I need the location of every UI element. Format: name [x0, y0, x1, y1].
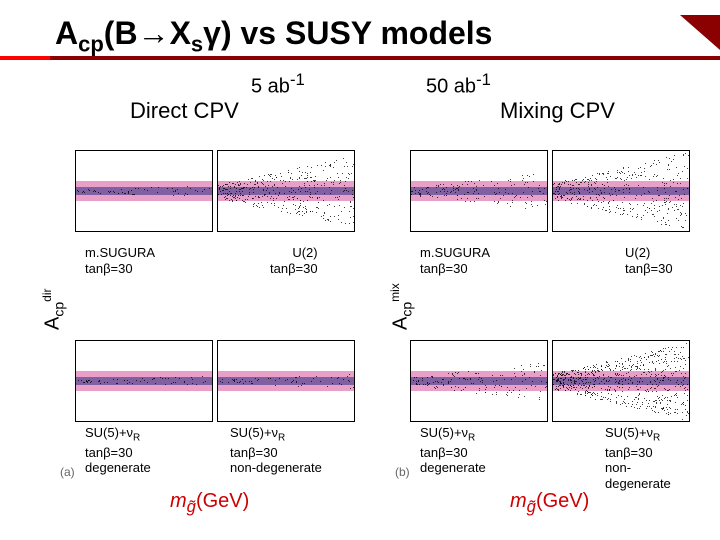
label-su5b-sub: R — [278, 433, 285, 444]
label-nondeg: non-degenerate — [230, 460, 322, 475]
luminosity-right: 50 ab-1 — [420, 68, 497, 101]
label-r-su5b: SU(5)+ν — [605, 425, 653, 440]
luminosity-left: 5 ab-1 — [245, 68, 311, 101]
subpanel-left-bl — [75, 340, 213, 422]
subpanel-right-br — [552, 340, 690, 422]
label-r-u2-tanb: tanβ=30 — [625, 261, 673, 276]
label-r-msugura: m.SUGURA — [420, 245, 490, 260]
label-su5-text: SU(5)+ν — [85, 425, 133, 440]
lumi-left-sup: -1 — [290, 70, 305, 89]
label-msugura-text: m.SUGURA — [85, 245, 155, 260]
ylabel-left: Acpdir — [40, 289, 67, 330]
label-left-u2: U(2) tanβ=30 — [270, 245, 318, 276]
subpanel-right-bl — [410, 340, 548, 422]
lumi-right-sup: -1 — [476, 70, 491, 89]
subpanel-left-tr — [217, 150, 355, 232]
xlabel-r-sub: g̃ — [527, 497, 536, 516]
xlabel-l-sym: m — [170, 490, 187, 512]
label-r-su5b-sub: R — [653, 433, 660, 444]
label-su5-tanb: tanβ=30 — [85, 445, 133, 460]
panel-group-left: m.SUGURA tanβ=30 U(2) tanβ=30 SU(5)+νR t… — [75, 150, 355, 440]
ylabel-left-sup: dir — [40, 289, 54, 302]
title-mid: (B→X — [104, 15, 191, 51]
label-right-msugura: m.SUGURA tanβ=30 — [420, 245, 490, 276]
label-deg: degenerate — [85, 460, 151, 475]
label-r-su5b-tanb: tanβ=30 — [605, 445, 653, 460]
label-right-su5-nondeg: SU(5)+νR tanβ=30 non-degenerate — [605, 425, 690, 491]
label-r-u2: U(2) — [625, 245, 650, 260]
ylabel-left-a: A — [42, 317, 64, 330]
label-r-tanb: tanβ=30 — [420, 261, 468, 276]
page-title: Acp(B→Xsγ) vs SUSY models — [55, 15, 492, 57]
xlabel-r-unit: (GeV) — [536, 490, 589, 512]
label-left-su5-deg: SU(5)+νR tanβ=30 degenerate — [85, 425, 151, 476]
label-r-su5-sub: R — [468, 433, 475, 444]
title-corner-decoration — [680, 15, 720, 50]
subpanel-right-tl — [410, 150, 548, 232]
title-cp: cp — [78, 31, 104, 56]
xlabel-r-sym: m — [510, 490, 527, 512]
label-su5b-tanb: tanβ=30 — [230, 445, 278, 460]
label-right-su5-deg: SU(5)+νR tanβ=30 degenerate — [420, 425, 486, 476]
label-su5b-text: SU(5)+ν — [230, 425, 278, 440]
label-r-su5-tanb: tanβ=30 — [420, 445, 468, 460]
label-right-u2: U(2) tanβ=30 — [625, 245, 673, 276]
ylabel-right-sup: mix — [388, 283, 402, 302]
label-u2-tanb: tanβ=30 — [270, 261, 318, 276]
title-a: A — [55, 15, 78, 51]
label-left-su5-nondeg: SU(5)+νR tanβ=30 non-degenerate — [230, 425, 322, 476]
label-left-msugura: m.SUGURA tanβ=30 — [85, 245, 155, 276]
xlabel-right: mg̃(GeV) — [510, 490, 589, 517]
label-su5-sub: R — [133, 433, 140, 444]
title-end: γ) vs SUSY models — [203, 15, 492, 51]
ylabel-left-sub: cp — [51, 302, 67, 317]
label-r-nondeg: non-degenerate — [605, 460, 671, 491]
subplot-tag-b: (b) — [395, 465, 410, 479]
lumi-left-val: 5 ab — [251, 76, 290, 98]
xlabel-l-unit: (GeV) — [196, 490, 249, 512]
lumi-right-val: 50 ab — [426, 76, 476, 98]
section-mixing: Mixing CPV — [500, 98, 615, 124]
label-u2-text: U(2) — [292, 245, 317, 260]
label-r-su5: SU(5)+ν — [420, 425, 468, 440]
section-direct: Direct CPV — [130, 98, 239, 124]
xlabel-left: mg̃(GeV) — [170, 490, 249, 517]
subpanel-right-tr — [552, 150, 690, 232]
xlabel-l-sub: g̃ — [187, 497, 196, 516]
panel-group-right: m.SUGURA tanβ=30 U(2) tanβ=30 SU(5)+νR t… — [410, 150, 690, 440]
subplot-tag-a: (a) — [60, 465, 75, 479]
label-r-deg: degenerate — [420, 460, 486, 475]
title-bar: Acp(B→Xsγ) vs SUSY models — [0, 10, 720, 60]
subpanel-left-tl — [75, 150, 213, 232]
title-s: s — [191, 31, 203, 56]
subpanel-left-br — [217, 340, 355, 422]
ylabel-right-a: A — [390, 317, 412, 330]
label-tanb-text: tanβ=30 — [85, 261, 133, 276]
